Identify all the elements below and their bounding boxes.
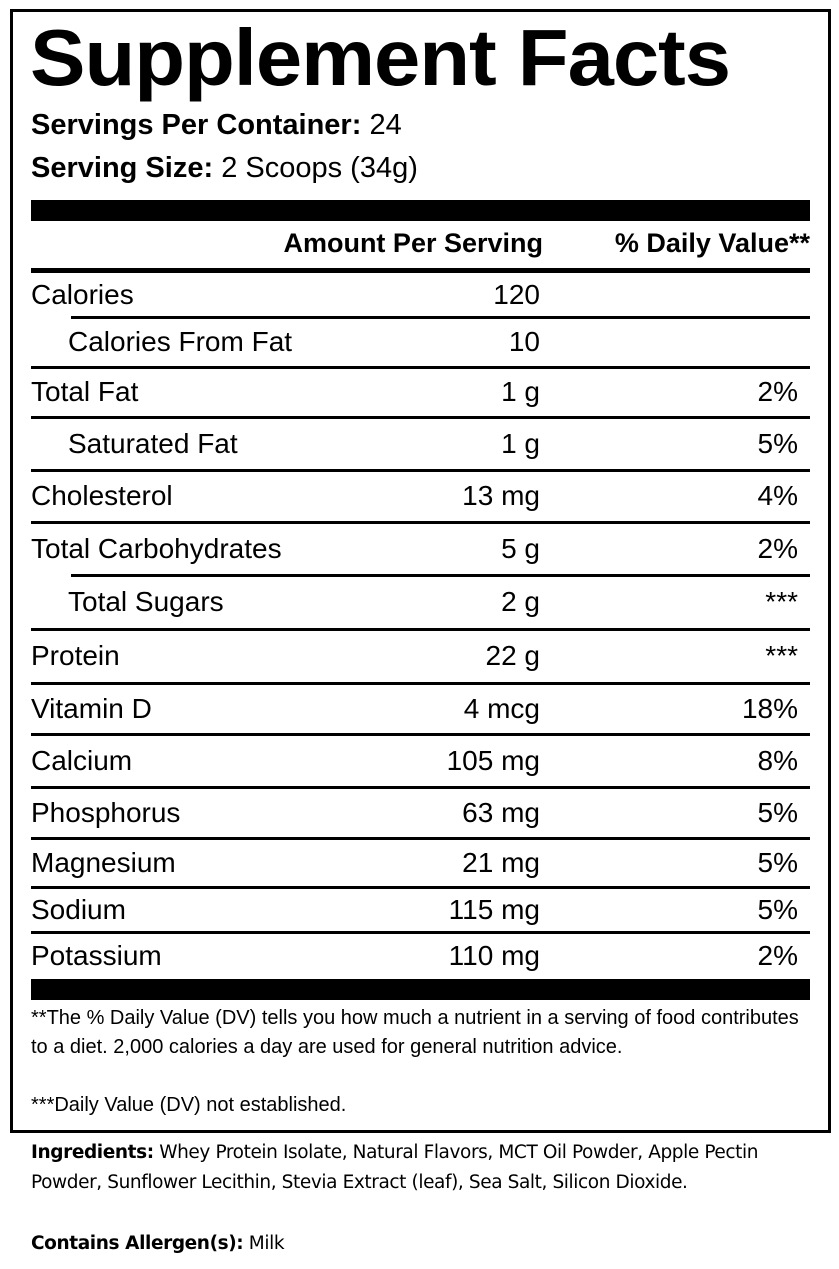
nutrient-amount: 1 g [501, 427, 540, 459]
nutrient-row: Protein 22 g *** [31, 629, 810, 683]
nutrient-name: Total Fat [31, 376, 139, 407]
nutrient-row: Saturated Fat 1 g 5% [31, 417, 810, 470]
nutrient-amount: 1 g [501, 376, 540, 407]
nutrient-name: Total Sugars [68, 586, 224, 617]
nutrient-name: Potassium [31, 939, 162, 971]
nutrient-amount: 5 g [501, 532, 540, 564]
row-divider [31, 469, 810, 472]
nutrient-amount: 105 mg [446, 744, 540, 776]
serving-size-value: 2 Scoops (34g) [221, 152, 418, 184]
nutrient-daily-value: 5% [757, 427, 798, 459]
supplement-facts-panel [10, 9, 831, 1133]
servings-value: 24 [369, 109, 402, 141]
row-divider [31, 786, 810, 789]
nutrient-daily-value: 2% [757, 376, 798, 407]
ingredients-label: Ingredients: [31, 1142, 154, 1163]
nutrient-row: Total Fat 1 g 2% [31, 367, 810, 417]
nutrient-daily-value: 5% [757, 846, 798, 878]
row-divider [31, 886, 810, 889]
nutrient-name: Calcium [31, 744, 133, 776]
nutrient-amount: 4 mcg [463, 692, 540, 724]
nutrient-amount: 110 mg [448, 939, 540, 971]
nutrient-row: Calories 120 [31, 273, 810, 317]
allergens-label: Contains Allergen(s): [31, 1233, 244, 1254]
nutrient-name: Sodium [31, 893, 126, 925]
row-divider [31, 366, 810, 369]
nutrient-row: Total Sugars 2 g *** [31, 575, 810, 629]
thick-divider-bottom [31, 979, 810, 1000]
row-divider [31, 521, 810, 524]
nutrient-amount: 13 mg [462, 480, 540, 511]
nutrient-name: Calories From Fat [68, 326, 293, 357]
nutrient-daily-value: *** [765, 640, 798, 671]
row-divider [31, 628, 810, 631]
panel-title: Supplement Facts [30, 13, 731, 102]
nutrient-name: Cholesterol [31, 480, 173, 511]
nutrient-name: Saturated Fat [68, 427, 238, 459]
row-divider [31, 682, 810, 685]
header-divider [31, 268, 810, 273]
nutrient-daily-value: 8% [757, 744, 798, 776]
amount-header: Amount Per Serving [283, 228, 543, 258]
nutrient-row: Total Carbohydrates 5 g 2% [31, 522, 810, 575]
nutrient-amount: 115 mg [448, 893, 540, 925]
nutrient-daily-value: 2% [757, 939, 798, 971]
not-established-footnote: ***Daily Value (DV) not established. [31, 1094, 347, 1116]
nutrient-name: Protein [31, 640, 120, 671]
serving-size: Serving Size: 2 Scoops (34g) [31, 151, 418, 185]
nutrient-row: Phosphorus 63 mg 5% [31, 787, 810, 838]
serving-size-label: Serving Size: [31, 152, 214, 184]
row-divider [71, 574, 810, 577]
nutrient-row: Cholesterol 13 mg 4% [31, 470, 810, 522]
nutrient-name: Phosphorus [31, 796, 181, 828]
row-divider [31, 416, 810, 419]
nutrient-daily-value: *** [765, 586, 798, 617]
thick-divider [31, 200, 810, 221]
nutrient-row: Calcium 105 mg 8% [31, 734, 810, 787]
row-divider [31, 733, 810, 736]
nutrient-amount: 10 [508, 326, 540, 357]
nutrient-daily-value: 5% [757, 893, 798, 925]
nutrient-daily-value: 2% [757, 532, 798, 564]
ingredients-text: Whey Protein Isolate, Natural Flavors, M… [31, 1142, 759, 1193]
row-divider [31, 837, 810, 840]
nutrient-name: Vitamin D [31, 692, 152, 724]
allergens: Contains Allergen(s): Milk [31, 1229, 831, 1259]
daily-value-header: % Daily Value** [614, 228, 810, 258]
nutrient-amount: 22 g [485, 640, 541, 671]
nutrient-amount: 120 [493, 279, 540, 310]
nutrient-amount: 21 mg [462, 846, 540, 878]
nutrient-daily-value: 4% [757, 480, 798, 511]
nutrient-row: Vitamin D 4 mcg 18% [31, 683, 810, 734]
nutrient-name: Total Carbohydrates [31, 532, 282, 564]
ingredients: Ingredients: Whey Protein Isolate, Natur… [31, 1138, 831, 1198]
nutrient-row: Sodium 115 mg 5% [31, 887, 810, 932]
nutrient-row: Magnesium 21 mg 5% [31, 838, 810, 887]
dv-footnote: **The % Daily Value (DV) tells you how m… [31, 1007, 799, 1058]
nutrient-row: Potassium 110 mg 2% [31, 932, 810, 979]
nutrient-daily-value: 18% [741, 692, 798, 724]
nutrient-name: Calories [31, 279, 134, 310]
row-divider [31, 931, 810, 934]
nutrient-name: Magnesium [31, 846, 176, 878]
nutrient-amount: 2 g [501, 586, 540, 617]
servings-per-container: Servings Per Container: 24 [31, 108, 402, 142]
nutrient-amount: 63 mg [462, 796, 540, 828]
row-divider [71, 316, 810, 319]
nutrient-daily-value: 5% [757, 796, 798, 828]
nutrient-row: Calories From Fat 10 [31, 317, 810, 367]
servings-label: Servings Per Container: [31, 109, 362, 141]
allergens-text: Milk [243, 1233, 285, 1254]
